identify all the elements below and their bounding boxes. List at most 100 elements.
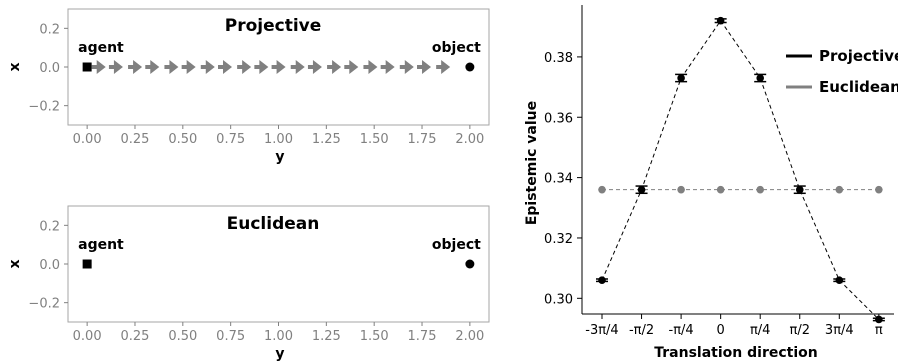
projective-object-label: object (432, 40, 481, 56)
euclidean-point (875, 185, 883, 194)
projective-x-tick-label: 0.25 (121, 132, 150, 147)
projective-arrow (128, 60, 143, 74)
projective-point (835, 276, 844, 285)
epistemic-x-tick-label: 0 (717, 323, 725, 338)
projective-x-tick-label: 1.75 (408, 132, 437, 147)
projective-arrow (290, 60, 305, 74)
euclidean-y-tick-label: 0.2 (39, 219, 60, 234)
projective-x-tick-label: 1.50 (360, 132, 389, 147)
projective-arrow (436, 60, 451, 74)
epistemic-series (596, 16, 885, 324)
epistemic-x-axis-label: Translation direction (654, 345, 817, 361)
euclidean-y-axis-label: x (7, 259, 23, 268)
euclidean-x-axis-label: y (275, 346, 284, 362)
euclidean-x-tick-label: 0.50 (168, 329, 197, 344)
projective-arrow (254, 60, 269, 74)
projective-y-axis-label: x (7, 62, 23, 71)
projective-y-tick-label: 0.0 (39, 61, 60, 76)
euclidean-y-tick-label: 0.0 (39, 258, 60, 273)
legend: Projective Euclidean (786, 47, 898, 96)
legend-label-euclidean: Euclidean (819, 78, 898, 96)
euclidean-agent-label: agent (78, 237, 124, 253)
projective-agent-label: agent (78, 40, 124, 56)
euclidean-y-ticks: 0.2 0.0 −0.2 (28, 219, 68, 312)
epistemic-y-tick-label: 0.38 (544, 51, 573, 66)
projective-x-tick-label: 2.00 (455, 132, 484, 147)
projective-point (716, 16, 725, 25)
projective-x-tick-label: 0.75 (216, 132, 245, 147)
euclidean-y-tick-label: −0.2 (28, 297, 60, 312)
projective-arrow (327, 60, 342, 74)
euclidean-x-tick-label: 1.75 (408, 329, 437, 344)
euclidean-x-tick-label: 2.00 (455, 329, 484, 344)
epistemic-y-tick-label: 0.32 (544, 232, 573, 247)
epistemic-y-ticks: 0.30 0.32 0.34 0.36 0.38 (544, 51, 582, 307)
projective-point (795, 185, 804, 194)
epistemic-x-tick-label: -3π/4 (585, 323, 618, 338)
projective-arrow (380, 60, 395, 74)
projective-y-tick-label: −0.2 (28, 100, 60, 115)
projective-arrow (91, 60, 106, 74)
projective-arrow (307, 60, 322, 74)
euclidean-x-tick-label: 0.00 (73, 329, 102, 344)
euclidean-object-label: object (432, 237, 481, 253)
euclidean-x-tick-label: 1.25 (312, 329, 341, 344)
projective-arrow (399, 60, 414, 74)
projective-x-tick-label: 0.00 (73, 132, 102, 147)
euclidean-title: Euclidean (227, 214, 320, 234)
euclidean-x-tick-label: 0.25 (121, 329, 150, 344)
projective-arrow (181, 60, 196, 74)
epistemic-y-tick-label: 0.34 (544, 172, 573, 187)
euclidean-agent-marker (82, 259, 92, 269)
projective-point (875, 315, 883, 324)
legend-label-projective: Projective (819, 47, 898, 65)
epistemic-y-tick-label: 0.36 (544, 111, 573, 126)
epistemic-x-tick-label: π (875, 323, 883, 338)
euclidean-point (677, 185, 685, 194)
euclidean-point (598, 185, 606, 194)
euclidean-x-ticks: 0.00 0.25 0.50 0.75 1.00 1.25 1.50 1.75 2.00 (73, 322, 484, 344)
euclidean-object-marker (465, 259, 475, 269)
projective-arrow (344, 60, 359, 74)
epistemic-x-tick-label: 3π/4 (825, 323, 854, 338)
projective-title: Projective (225, 16, 322, 36)
euclidean-panel: Euclidean 0.00 0.25 0.50 0.75 1.00 1.25 1.50 1.… (7, 205, 490, 362)
projective-x-ticks: 0.00 0.25 0.50 0.75 1.00 1.25 1.50 1.75 2.00 (73, 125, 484, 147)
epistemic-y-axis-label: Epistemic value (524, 101, 540, 225)
projective-x-tick-label: 1.25 (312, 132, 341, 147)
projective-arrow (237, 60, 252, 74)
projective-arrow (200, 60, 215, 74)
projective-arrow (417, 60, 432, 74)
euclidean-x-tick-label: 1.00 (264, 329, 293, 344)
projective-x-tick-label: 1.00 (264, 132, 293, 147)
projective-arrow (108, 60, 123, 74)
epistemic-x-tick-label: -π/2 (629, 323, 654, 338)
projective-y-tick-label: 0.2 (39, 22, 60, 37)
epistemic-x-tick-label: -π/4 (669, 323, 694, 338)
epistemic-x-tick-label: π/2 (790, 323, 810, 338)
projective-arrow (145, 60, 160, 74)
projective-x-tick-label: 0.50 (168, 132, 197, 147)
projective-agent-marker (82, 62, 92, 72)
epistemic-x-tick-label: π/4 (750, 323, 770, 338)
projective-point (677, 74, 685, 82)
projective-arrow (271, 60, 286, 74)
euclidean-point (756, 185, 764, 194)
projective-point (756, 74, 764, 82)
projective-point (637, 185, 646, 194)
euclidean-point (835, 185, 844, 194)
projective-series-line (601, 19, 880, 320)
epistemic-x-ticks: -3π/4 -π/2 -π/4 0 π/4 π/2 3π/4 π (585, 314, 883, 338)
projective-x-axis-label: y (275, 149, 284, 165)
projective-point (598, 276, 606, 285)
projective-y-ticks: 0.2 0.0 −0.2 (28, 22, 68, 115)
projective-arrow (164, 60, 179, 74)
projective-panel: Projective 0.00 0.25 0.50 0.75 1.00 1.25 1.50 1… (7, 8, 490, 165)
epistemic-y-tick-label: 0.30 (544, 292, 573, 307)
epistemic-value-panel: 0.30 0.32 0.34 0.36 0.38 -3π/4 -π/2 -π/4 0 π/4 π/… (524, 5, 898, 361)
projective-arrow (218, 60, 233, 74)
projective-arrow (363, 60, 378, 74)
projective-arrow-path (91, 60, 451, 74)
projective-object-marker (465, 62, 475, 72)
